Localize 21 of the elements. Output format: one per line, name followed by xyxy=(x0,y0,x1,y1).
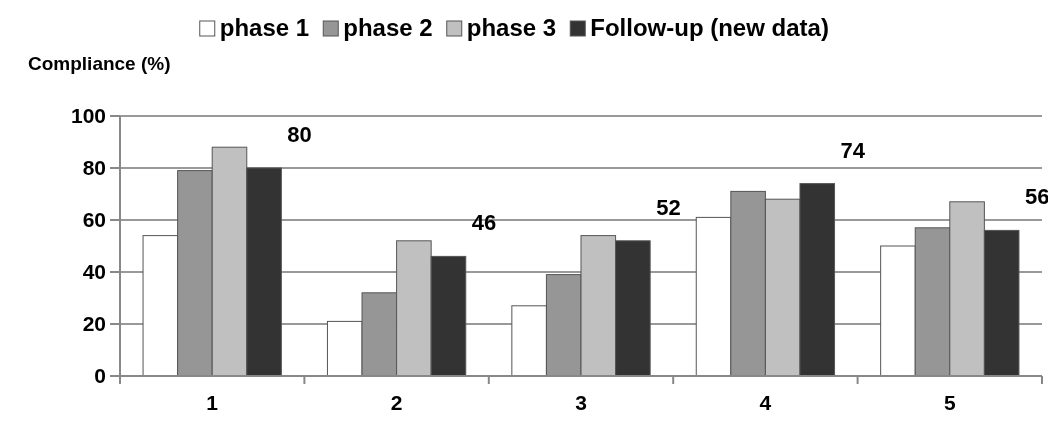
data-label: 46 xyxy=(471,210,497,236)
x-tick-label: 4 xyxy=(759,391,772,414)
x-tick-label: 1 xyxy=(206,391,219,414)
y-tick-label: 60 xyxy=(82,208,106,232)
y-tick-label: 40 xyxy=(82,260,106,284)
y-tick-label: 80 xyxy=(82,156,106,180)
x-tick-label: 3 xyxy=(575,391,587,414)
y-axis-title: Compliance (%) xyxy=(28,53,171,74)
x-tick-label: 5 xyxy=(943,391,956,414)
legend-label: phase 2 xyxy=(343,14,433,41)
data-label: 80 xyxy=(287,122,312,147)
y-tick-label: 20 xyxy=(82,312,106,336)
legend-label: Follow-up (new data) xyxy=(590,14,829,41)
legend-label: phase 3 xyxy=(466,14,557,41)
x-tick-label: 2 xyxy=(390,391,403,414)
data-label: 56 xyxy=(1024,184,1050,210)
y-tick-label: 100 xyxy=(70,104,106,128)
y-tick-label: 0 xyxy=(94,364,106,388)
data-label: 74 xyxy=(840,137,866,163)
data-label: 52 xyxy=(656,194,681,220)
legend-label: phase 1 xyxy=(219,14,310,41)
